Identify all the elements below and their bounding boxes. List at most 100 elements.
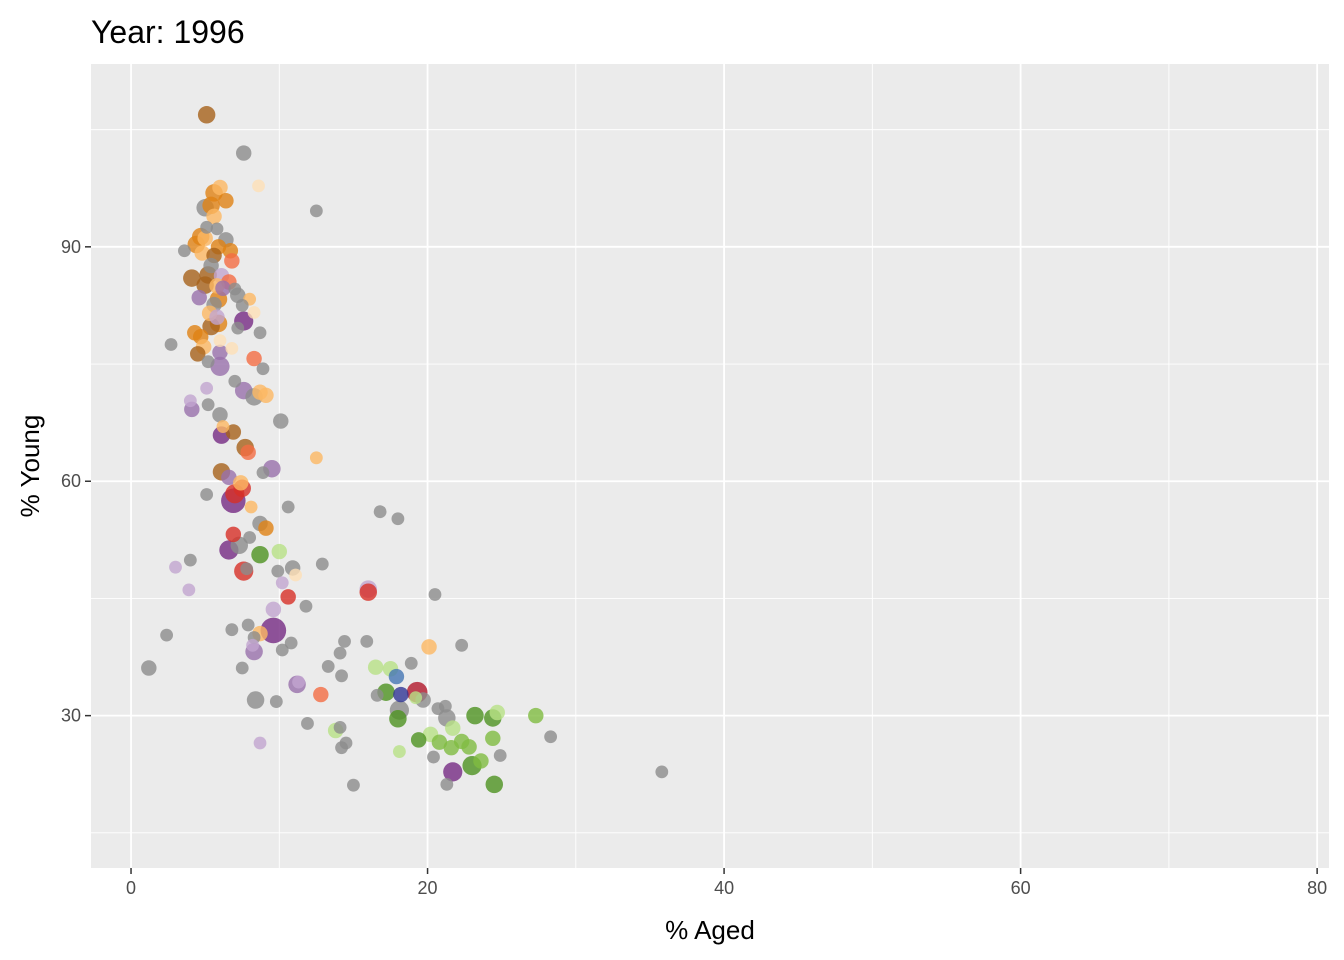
y-tick-label: 90 [61, 237, 81, 257]
data-point [410, 732, 427, 748]
data-point [178, 244, 191, 258]
data-point [445, 720, 461, 736]
data-point [241, 618, 255, 632]
data-point [466, 706, 484, 725]
data-point [281, 500, 295, 514]
data-point [655, 765, 669, 779]
data-point [231, 321, 245, 335]
data-point [225, 424, 242, 440]
data-point [210, 222, 224, 236]
data-point [455, 638, 469, 652]
data-point [256, 466, 270, 480]
data-point [253, 326, 267, 340]
data-point [367, 659, 384, 675]
data-point [244, 500, 258, 514]
data-point [392, 745, 406, 758]
data-point [197, 230, 213, 246]
data-point [359, 583, 377, 601]
data-point [258, 520, 274, 536]
data-point [338, 635, 351, 648]
data-point [212, 179, 228, 196]
data-point [269, 695, 283, 708]
data-point [301, 717, 314, 730]
data-point [485, 775, 504, 794]
data-point [373, 505, 387, 519]
x-tick-label: 60 [1011, 878, 1031, 898]
data-point [251, 545, 269, 564]
data-point [473, 753, 489, 769]
data-point [209, 309, 225, 325]
data-point [160, 628, 174, 642]
data-point [203, 257, 219, 274]
chart-title: Year: 1996 [91, 14, 245, 50]
data-points [141, 106, 669, 794]
data-point [225, 623, 239, 637]
data-point [253, 736, 267, 750]
data-point [393, 686, 409, 703]
data-point [190, 346, 206, 362]
data-point [370, 688, 384, 702]
data-point [225, 526, 242, 543]
data-point [141, 660, 157, 676]
data-point [212, 344, 228, 361]
data-point [421, 639, 437, 655]
data-point [235, 145, 252, 161]
data-point [240, 562, 254, 576]
data-point [191, 289, 207, 306]
data-point [201, 355, 215, 369]
data-point [258, 387, 274, 404]
data-point [271, 564, 285, 578]
data-point [215, 280, 231, 296]
data-point [246, 691, 265, 709]
data-point [246, 638, 260, 652]
data-point [213, 334, 227, 347]
data-point [182, 583, 196, 597]
data-point [409, 691, 423, 705]
data-point [196, 276, 214, 294]
data-point [289, 568, 303, 582]
data-point [224, 253, 240, 269]
data-point [391, 512, 405, 526]
data-point [313, 686, 329, 703]
data-point [528, 707, 544, 724]
data-point [280, 589, 296, 605]
data-point [321, 660, 335, 673]
data-point [235, 661, 249, 675]
data-point [431, 734, 448, 750]
data-point [194, 245, 210, 261]
data-point [284, 636, 298, 650]
data-point [169, 560, 182, 574]
data-point [315, 557, 329, 571]
data-point [256, 362, 270, 376]
data-point [427, 750, 440, 764]
y-tick-label: 60 [61, 471, 81, 491]
data-point [388, 668, 405, 685]
y-axis-ticks: 30 60 90 [61, 237, 91, 726]
data-point [206, 208, 222, 225]
data-point [404, 656, 418, 670]
data-point [360, 635, 374, 648]
data-point [265, 601, 282, 618]
data-point [461, 739, 477, 755]
x-tick-label: 80 [1307, 878, 1327, 898]
data-point [183, 553, 197, 567]
data-point [212, 407, 228, 423]
data-point [246, 350, 262, 367]
data-point [200, 220, 214, 234]
data-point [271, 543, 288, 560]
data-point [309, 204, 323, 218]
data-point [200, 381, 214, 395]
data-point [493, 749, 507, 762]
data-point [544, 730, 558, 744]
data-point [233, 475, 249, 491]
data-point [216, 420, 230, 433]
x-tick-label: 20 [418, 878, 438, 898]
data-point [431, 702, 445, 716]
data-point [218, 193, 234, 209]
plot-panel [91, 64, 1329, 868]
x-axis-title: % Aged [665, 915, 755, 945]
data-point [240, 444, 256, 461]
x-tick-label: 0 [126, 878, 136, 898]
data-point [489, 704, 505, 721]
y-tick-label: 30 [61, 706, 81, 726]
